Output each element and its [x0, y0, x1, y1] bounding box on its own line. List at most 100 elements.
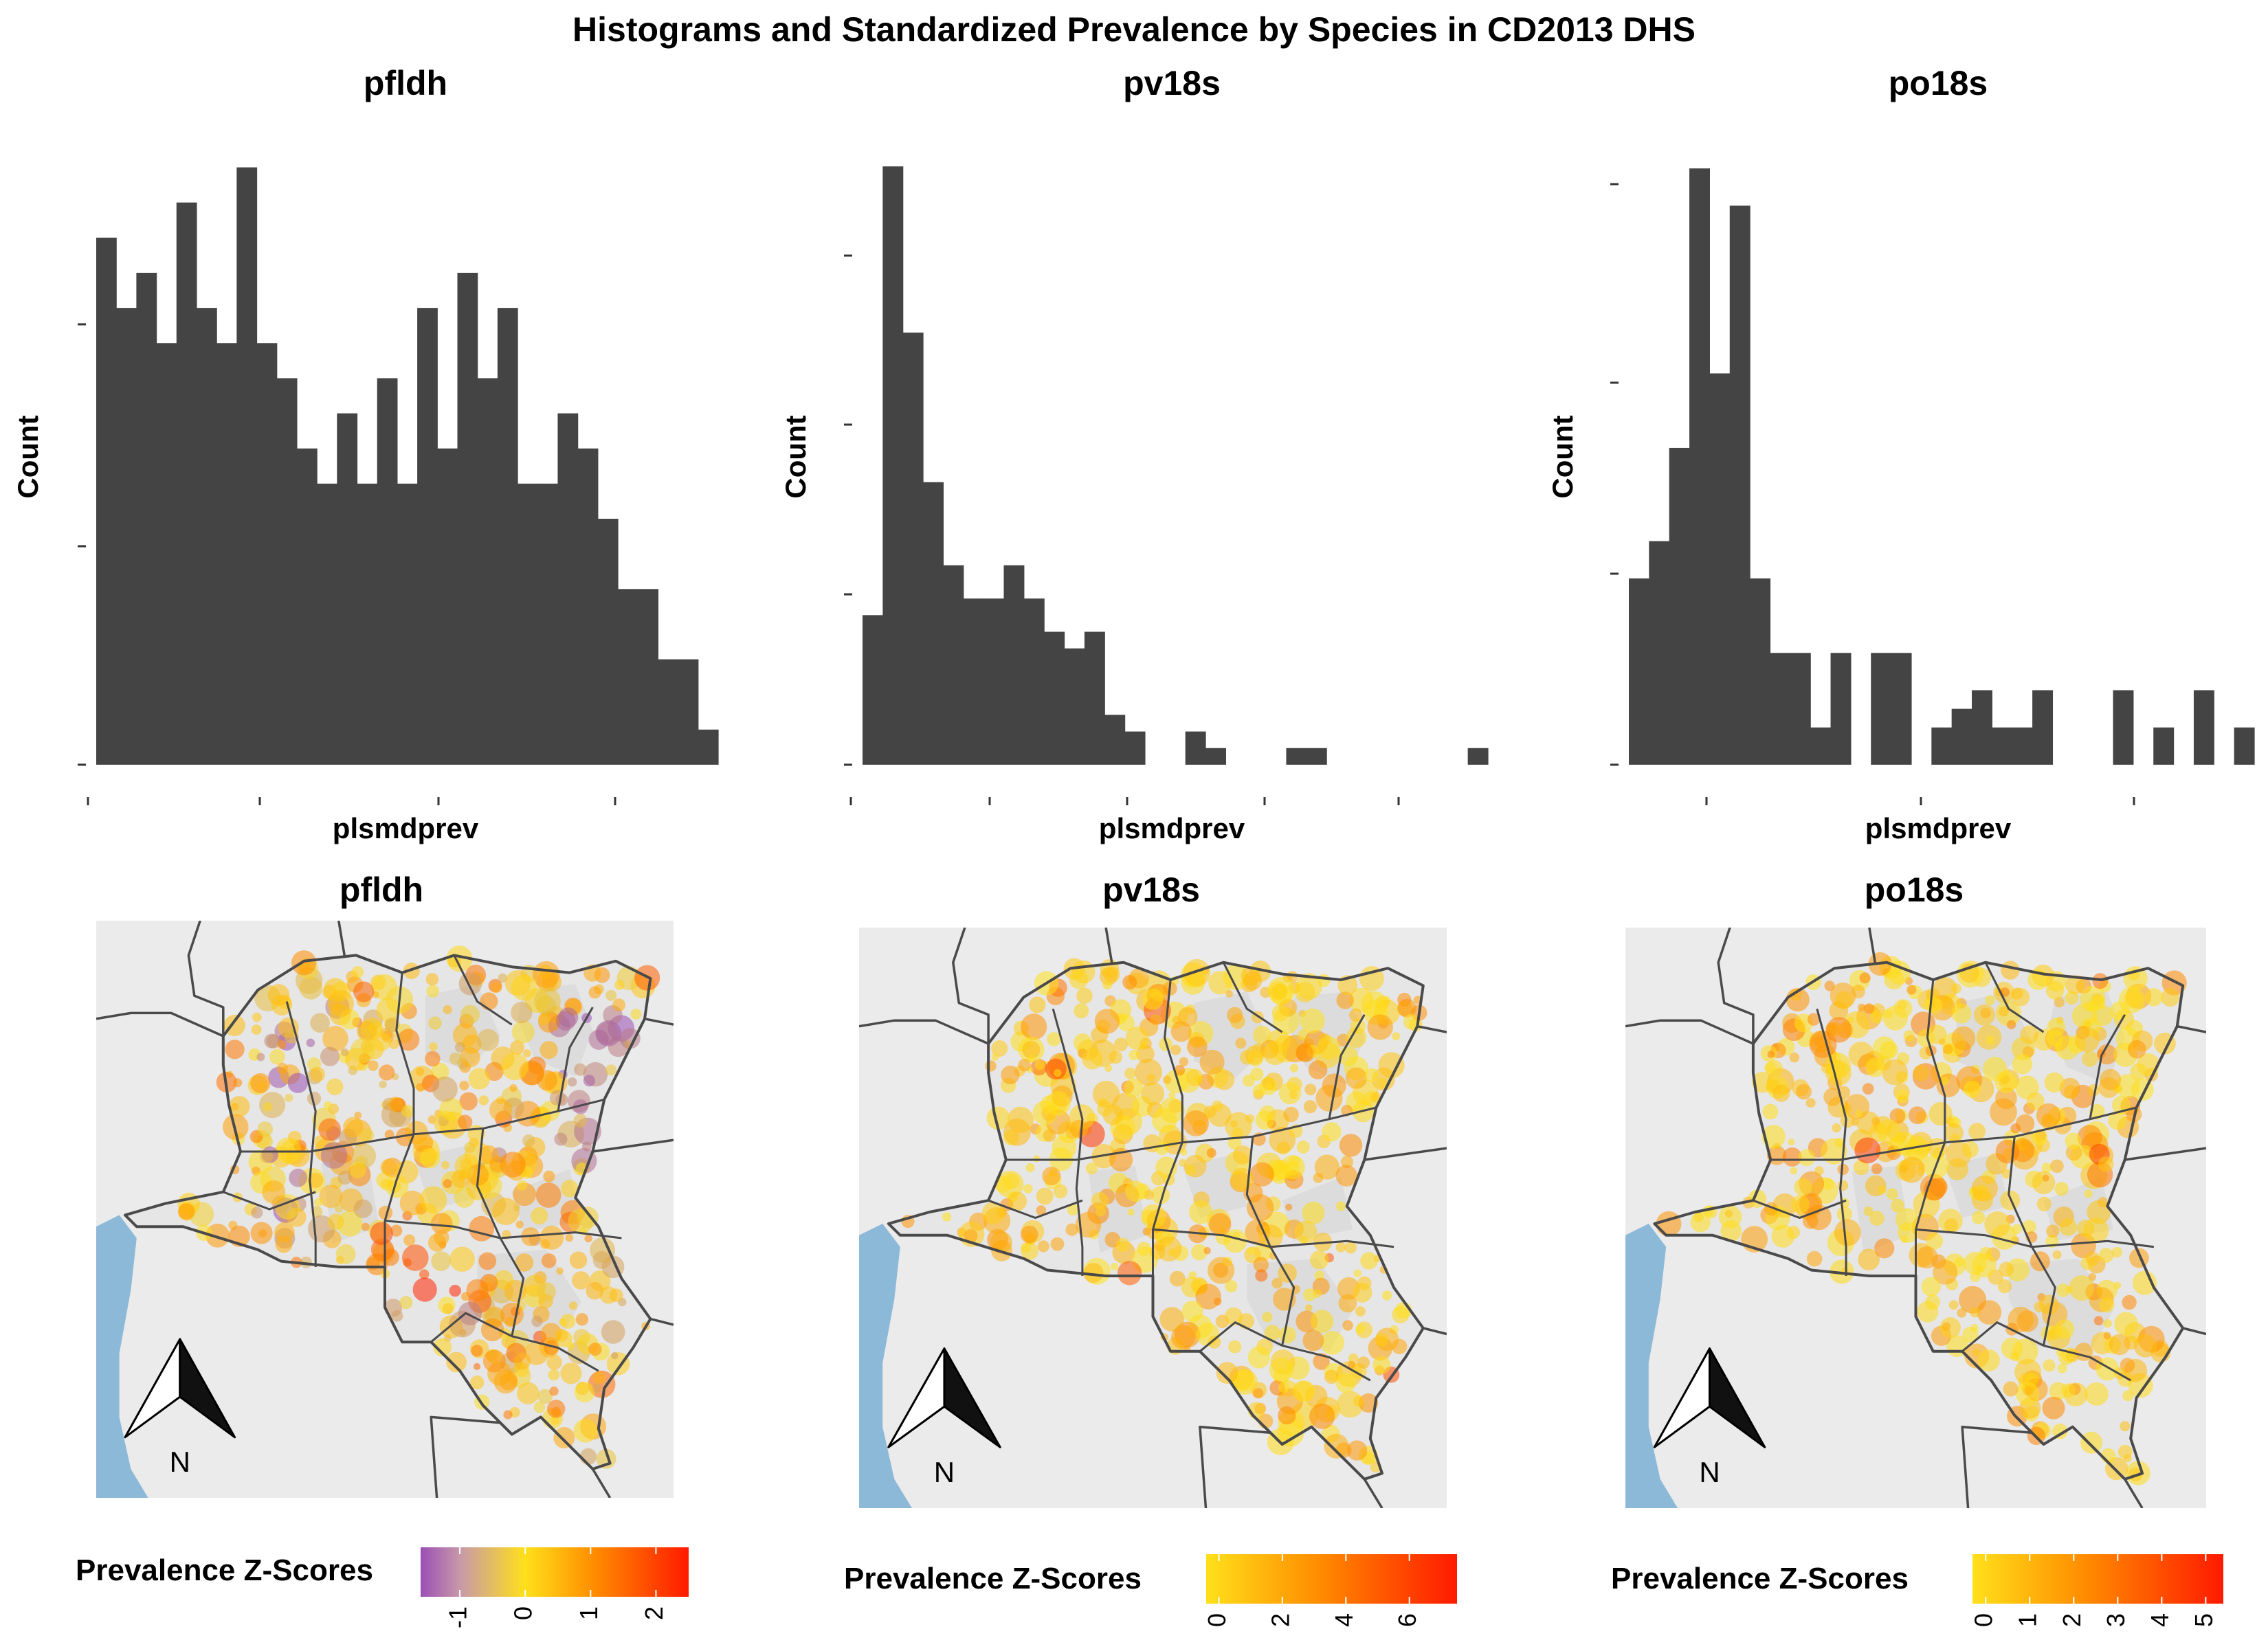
prevalence-point — [1001, 1065, 1020, 1085]
map-title: pv18s — [1102, 871, 1200, 909]
prevalence-point — [1253, 1257, 1269, 1272]
prevalence-point — [1895, 1090, 1909, 1103]
prevalence-point — [1948, 1300, 1959, 1310]
province-border — [1816, 1008, 1847, 1276]
prevalence-point — [1300, 1235, 1308, 1244]
prevalence-point — [1253, 1388, 1264, 1399]
prevalence-point — [2026, 1092, 2045, 1110]
prevalence-point — [1928, 1101, 1953, 1126]
prevalence-point — [511, 1001, 533, 1024]
prevalence-point — [1305, 1304, 1313, 1312]
prevalence-point — [533, 1401, 546, 1413]
prevalence-point — [432, 1076, 458, 1102]
prevalence-point — [379, 1080, 387, 1089]
prevalence-point — [1990, 1098, 2017, 1126]
prevalence-point — [1242, 1075, 1255, 1087]
prevalence-point — [1065, 1223, 1078, 1237]
prevalence-point — [1939, 1317, 1961, 1338]
country-border — [2124, 1147, 2206, 1161]
prevalence-point — [1036, 1187, 1054, 1205]
province-border — [1005, 1106, 1377, 1161]
prevalence-point — [2100, 1068, 2122, 1090]
prevalence-point — [267, 1034, 281, 1048]
prevalence-point — [428, 1016, 442, 1030]
prevalence-point — [1985, 995, 1995, 1005]
prevalence-point — [1302, 1330, 1324, 1351]
legend-tick-label: 2 — [2058, 1613, 2086, 1627]
prevalence-point — [2036, 1103, 2061, 1128]
prevalence-point — [1255, 1110, 1275, 1130]
prevalence-point — [2065, 975, 2085, 995]
prevalence-point — [540, 1101, 561, 1121]
prevalence-point — [554, 1132, 568, 1146]
country-border — [649, 1317, 674, 1326]
prevalence-point — [478, 1252, 497, 1270]
prevalence-point — [291, 950, 317, 976]
prevalence-point — [1322, 1122, 1342, 1142]
prevalence-point — [503, 1410, 513, 1420]
legend-tick-label: 2 — [640, 1606, 668, 1620]
prevalence-point — [269, 1048, 285, 1065]
histogram-bar — [1770, 653, 1791, 765]
prevalence-point — [513, 1204, 521, 1212]
prevalence-point — [2058, 1349, 2074, 1365]
country-border — [2182, 1327, 2206, 1336]
north-arrow-icon: N — [1653, 1347, 1766, 1488]
prevalence-point — [573, 1419, 598, 1443]
prevalence-point — [1790, 1195, 1810, 1214]
prevalence-point — [2115, 1074, 2140, 1099]
country-border — [337, 921, 346, 956]
country-border — [1364, 1147, 1447, 1161]
prevalence-point — [1324, 1433, 1349, 1459]
prevalence-point — [533, 961, 560, 989]
prevalence-point — [359, 1128, 375, 1143]
figure-title: Histograms and Standardized Prevalence b… — [572, 10, 1696, 49]
prevalence-point — [1971, 1211, 1986, 1224]
country-border — [592, 1138, 674, 1153]
prevalence-point — [1104, 1064, 1112, 1073]
country-border — [952, 928, 990, 1044]
prevalence-point — [2122, 1390, 2134, 1402]
province-border — [241, 1098, 605, 1153]
histogram-pv18s: pv18s Count plsmdprev — [779, 64, 1489, 844]
prevalence-point — [1347, 1360, 1356, 1369]
province-border — [395, 972, 415, 1134]
prevalence-point — [482, 1349, 506, 1373]
prevalence-point — [565, 1233, 574, 1242]
prevalence-point — [310, 1013, 330, 1033]
prevalence-point — [1893, 999, 1913, 1018]
x-axis-label: plsmdprev — [333, 812, 479, 844]
histogram-bar — [337, 413, 358, 765]
prevalence-point — [1230, 1120, 1238, 1128]
prevalence-point — [1115, 1237, 1130, 1252]
prevalence-point — [523, 1049, 531, 1057]
prevalence-point — [2084, 1382, 2109, 1406]
prevalence-point — [517, 1382, 540, 1404]
prevalence-point — [1233, 1145, 1252, 1165]
prevalence-point — [1029, 996, 1046, 1013]
prevalence-point — [1169, 1270, 1186, 1287]
prevalence-point — [1214, 1069, 1235, 1090]
histogram-bar — [1084, 631, 1105, 765]
prevalence-point — [1859, 972, 1871, 984]
prevalence-point — [553, 1427, 575, 1448]
prevalence-point — [390, 1224, 403, 1237]
prevalence-point — [2011, 988, 2030, 1007]
prevalence-point — [1183, 958, 1211, 987]
legend-tick-label: 0 — [509, 1606, 537, 1620]
prevalence-point — [403, 1234, 416, 1246]
prevalence-point — [419, 1269, 430, 1279]
prevalence-point — [326, 1078, 344, 1096]
map-frame: N — [859, 928, 1447, 1508]
prevalence-point — [1933, 1259, 1958, 1285]
prevalence-point — [275, 1235, 293, 1253]
prevalence-point — [1995, 1139, 2020, 1164]
prevalence-point — [2036, 1196, 2052, 1211]
prevalence-point — [1023, 1184, 1033, 1193]
prevalence-point — [1863, 1206, 1874, 1216]
prevalence-point — [510, 1040, 525, 1055]
prevalence-point — [1375, 1333, 1388, 1347]
prevalence-point — [1025, 1163, 1035, 1173]
prevalence-point — [1247, 1247, 1255, 1255]
prevalence-point — [1309, 1403, 1335, 1429]
